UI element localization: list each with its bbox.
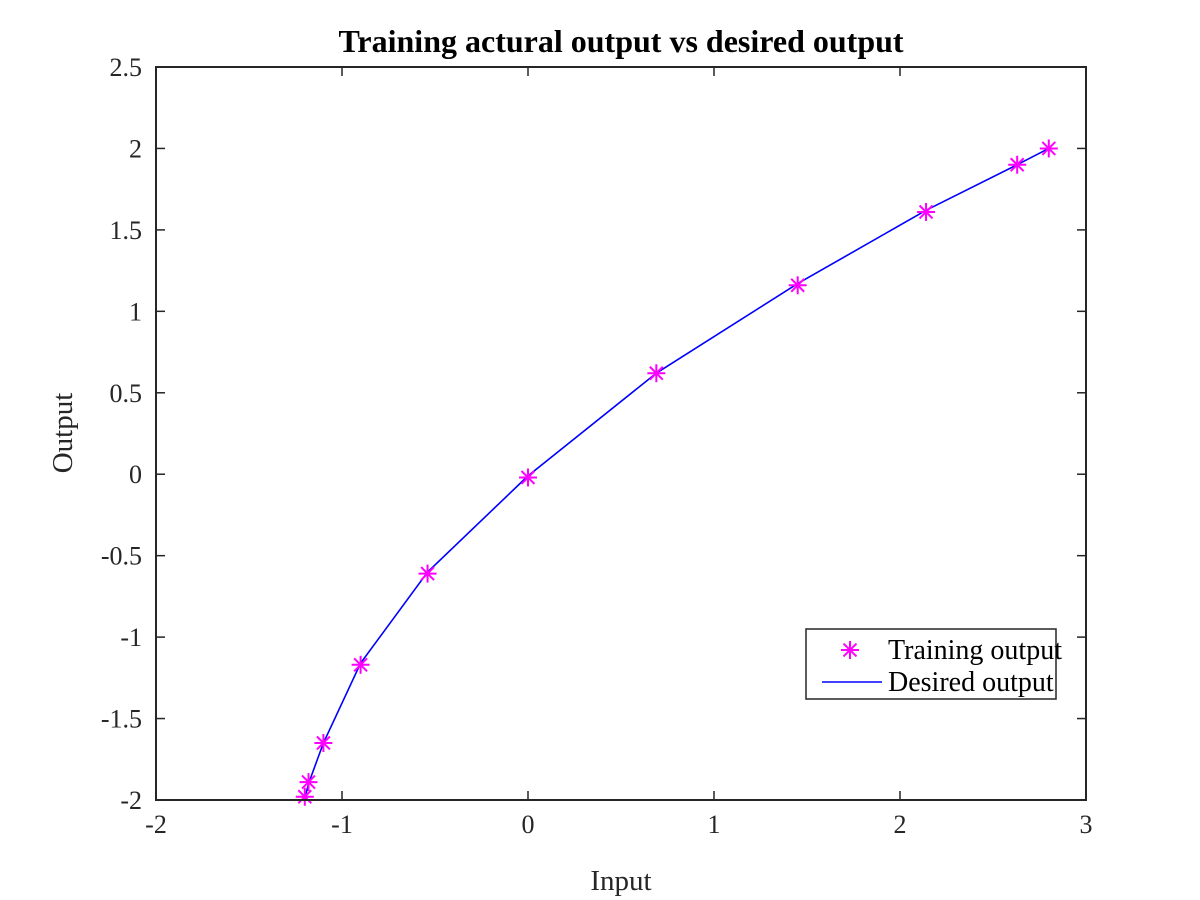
training-output-point <box>295 787 314 806</box>
legend-label-desired-output: Desired output <box>888 667 1054 698</box>
training-output-point <box>647 364 666 383</box>
chart-title: Training actural output vs desired outpu… <box>338 23 903 59</box>
training-output-point <box>519 468 537 487</box>
y-tick-label: -1.5 <box>101 705 142 734</box>
y-tick-label: -2 <box>120 786 142 815</box>
x-tick-labels: -2 -1 0 1 2 3 <box>145 810 1092 839</box>
training-output-point <box>299 773 318 792</box>
x-tick-label: -2 <box>145 810 167 839</box>
x-tick-label: 0 <box>522 810 535 839</box>
training-output-point <box>917 202 936 221</box>
y-tick-labels: -2 -1.5 -1 -0.5 0 0.5 1 1.5 2 2.5 <box>101 53 142 815</box>
x-tick-label: -1 <box>331 810 353 839</box>
y-tick-label: 1 <box>129 297 142 326</box>
x-tick-label: 1 <box>708 810 721 839</box>
y-tick-label: -1 <box>120 623 142 652</box>
y-tick-label: 2 <box>129 134 142 163</box>
training-output-point <box>1039 139 1058 158</box>
x-tick-label: 2 <box>894 810 907 839</box>
y-tick-label: 1.5 <box>110 216 143 245</box>
plot-frame <box>155 66 1087 801</box>
y-tick-label: 2.5 <box>110 53 143 82</box>
legend-box <box>805 628 1057 700</box>
training-output-point <box>418 564 437 583</box>
training-output-point <box>351 655 370 674</box>
y-tick-label: -0.5 <box>101 542 142 571</box>
y-tick-label: 0.5 <box>110 379 143 408</box>
y-axis-label: Output <box>47 393 79 474</box>
legend-marker-training-output <box>841 641 859 659</box>
legend-label-training-output: Training output <box>888 635 1062 666</box>
axis-ticks <box>155 66 1087 801</box>
x-tick-label: 3 <box>1080 810 1093 839</box>
training-output-point <box>314 733 333 752</box>
training-output-series <box>295 139 1058 806</box>
x-axis-label: Input <box>590 865 651 897</box>
legend-asterisk-icon <box>841 641 859 659</box>
legend: Training output Desired output <box>805 628 1062 700</box>
training-output-point <box>1008 155 1027 174</box>
training-output-point <box>788 276 807 295</box>
y-tick-label: 0 <box>129 460 142 489</box>
